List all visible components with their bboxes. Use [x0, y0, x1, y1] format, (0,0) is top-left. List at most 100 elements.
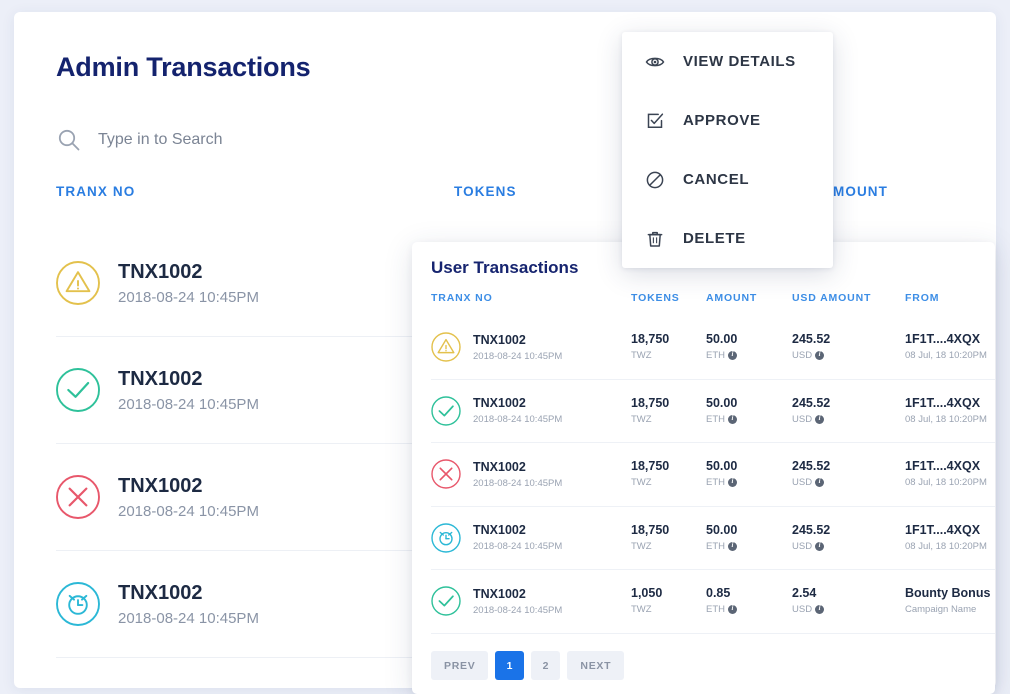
user-from-value: 1F1T....4XQX [905, 395, 981, 410]
user-col-usd-amount: USD AMOUNT [792, 292, 872, 304]
table-row[interactable]: TNX1002 2018-08-24 10:45PM 1,050 TWZ 0.8… [431, 570, 995, 634]
user-tokens-unit: TWZ [631, 604, 652, 615]
user-from-value: 1F1T....4XQX [905, 522, 981, 537]
admin-tranx-no: TNX1002 [118, 582, 203, 604]
info-icon[interactable] [815, 414, 825, 424]
page-title: Admin Transactions [56, 52, 311, 82]
user-tokens-unit: TWZ [631, 350, 652, 361]
pagination-prev-button[interactable]: PREV [431, 651, 489, 680]
cross-icon [56, 475, 100, 519]
menu-item-delete[interactable]: DELETE [622, 209, 833, 268]
user-amount-value: 0.85 [706, 586, 731, 600]
admin-tranx-cell: TNX1002 2018-08-24 10:45PM [118, 581, 454, 627]
info-icon[interactable] [815, 541, 825, 551]
info-icon[interactable] [728, 414, 737, 424]
user-tranx-date: 2018-08-24 10:45PM [473, 604, 563, 616]
admin-tranx-date: 2018-08-24 10:45PM [118, 610, 259, 627]
user-tokens-unit-label: TWZ [631, 350, 652, 361]
trash-icon [645, 229, 665, 249]
user-tranx-no: TNX1002 [473, 396, 526, 411]
menu-item-approve[interactable]: APPROVE [622, 91, 833, 150]
user-amount-unit-label: ETH [706, 477, 725, 488]
user-amount-value: 50.00 [706, 522, 738, 537]
user-from-sub: 08 Jul, 18 10:20PM [905, 541, 987, 552]
user-tokens-unit-label: TWZ [631, 477, 652, 488]
eye-icon [645, 52, 665, 72]
user-tokens-unit: TWZ [631, 477, 652, 488]
clock-icon [431, 523, 461, 553]
user-tranx-no: TNX1002 [473, 586, 526, 601]
user-tokens-value: 1,050 [631, 586, 663, 600]
table-row[interactable]: TNX1002 2018-08-24 10:45PM 18,750 TWZ 50… [431, 316, 995, 380]
user-tokens-unit: TWZ [631, 541, 652, 552]
user-from-sub: Campaign Name [905, 604, 976, 615]
info-icon[interactable] [815, 350, 825, 360]
user-amount-unit-label: ETH [706, 540, 725, 552]
search-bar[interactable]: Type in to Search [56, 115, 616, 165]
user-usd-value: 2.54 [792, 586, 817, 600]
user-amount-unit-label: ETH [706, 604, 725, 615]
pagination: PREV 1 2 NEXT [431, 651, 625, 680]
warning-icon [56, 261, 100, 305]
user-table-body: TNX1002 2018-08-24 10:45PM 18,750 TWZ 50… [431, 316, 995, 634]
user-amount-unit: ETH [706, 350, 737, 361]
user-tokens-unit: TWZ [631, 414, 652, 425]
user-tokens-unit-label: TWZ [631, 604, 652, 615]
user-amount-unit: ETH [706, 541, 737, 552]
menu-item-cancel[interactable]: CANCEL [622, 150, 833, 209]
user-tranx-cell: TNX1002 2018-08-24 10:45PM [473, 396, 631, 425]
admin-tranx-cell: TNX1002 2018-08-24 10:45PM [118, 260, 454, 306]
user-from-value: Bounty Bonus [905, 586, 991, 600]
pagination-page-2[interactable]: 2 [531, 651, 561, 680]
user-usd-unit: USD [792, 541, 825, 552]
user-usd-unit-label: USD [792, 477, 813, 488]
info-icon[interactable] [728, 604, 737, 614]
check-icon [431, 586, 461, 616]
user-tranx-no: TNX1002 [473, 459, 526, 474]
table-row[interactable]: TNX1002 2018-08-24 10:45PM 18,750 TWZ 50… [431, 443, 995, 507]
user-amount-unit: ETH [706, 604, 737, 615]
user-table-header: TRANX NO TOKENS AMOUNT USD AMOUNT FROM [431, 292, 995, 310]
pagination-page-1[interactable]: 1 [495, 651, 525, 680]
user-usd-value: 245.52 [792, 395, 831, 410]
user-from-value: 1F1T....4XQX [905, 332, 981, 346]
user-col-amount: AMOUNT [706, 292, 758, 304]
info-icon[interactable] [728, 541, 737, 551]
user-usd-unit-label: USD [792, 413, 813, 425]
search-icon [56, 127, 82, 153]
info-icon[interactable] [815, 604, 825, 614]
user-tranx-no: TNX1002 [473, 523, 526, 538]
search-input[interactable]: Type in to Search [98, 131, 223, 148]
table-row[interactable]: TNX1002 2018-08-24 10:45PM 18,750 TWZ 50… [431, 507, 995, 570]
admin-tranx-cell: TNX1002 2018-08-24 10:45PM [118, 474, 454, 520]
pagination-next-button[interactable]: NEXT [567, 651, 625, 680]
info-icon[interactable] [728, 350, 737, 360]
menu-item-label: APPROVE [683, 112, 761, 129]
user-usd-value: 245.52 [792, 459, 831, 473]
info-icon[interactable] [815, 477, 825, 487]
check-icon [56, 368, 100, 412]
admin-tranx-no: TNX1002 [118, 368, 203, 390]
user-tokens-value: 18,750 [631, 332, 670, 346]
user-tokens-unit-label: TWZ [631, 540, 652, 552]
user-amount-unit: ETH [706, 477, 737, 488]
user-tranx-cell: TNX1002 2018-08-24 10:45PM [473, 333, 631, 362]
admin-col-tokens: TOKENS [454, 184, 517, 199]
user-tokens-value: 18,750 [631, 459, 670, 473]
user-tranx-date: 2018-08-24 10:45PM [473, 541, 563, 553]
user-from-sub-label: 08 Jul, 18 10:20PM [905, 413, 987, 425]
info-icon[interactable] [728, 477, 737, 487]
menu-item-label: DELETE [683, 230, 746, 247]
menu-item-view-details[interactable]: VIEW DETAILS [622, 32, 833, 91]
user-panel-title: User Transactions [431, 258, 579, 277]
table-row[interactable]: TNX1002 2018-08-24 10:45PM 18,750 TWZ 50… [431, 380, 995, 443]
user-tranx-no: TNX1002 [473, 332, 526, 347]
user-col-from: FROM [905, 292, 940, 304]
user-amount-unit: ETH [706, 414, 737, 425]
user-from-sub: 08 Jul, 18 10:20PM [905, 414, 987, 425]
user-amount-unit-label: ETH [706, 350, 725, 361]
user-usd-unit: USD [792, 413, 825, 425]
check-icon [431, 396, 461, 426]
context-menu: VIEW DETAILS APPROVE CANCEL DELETE [622, 32, 833, 268]
user-usd-unit: USD [792, 604, 825, 615]
